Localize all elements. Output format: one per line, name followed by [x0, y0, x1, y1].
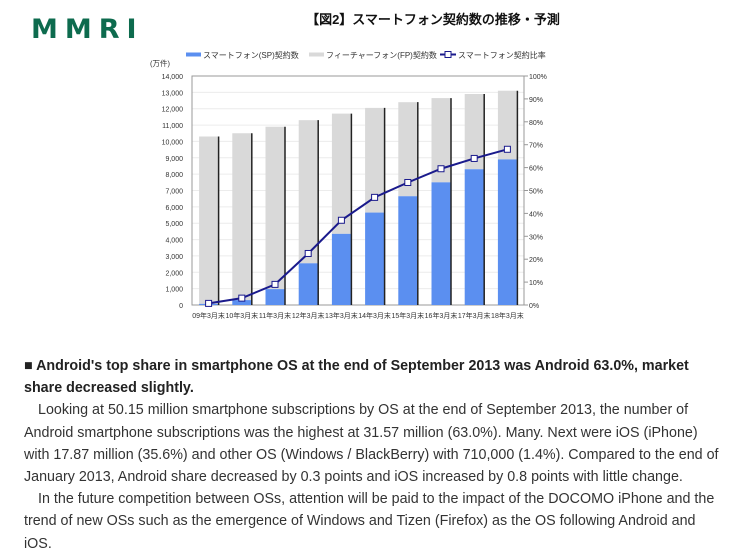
bar-fp [232, 133, 252, 301]
x-tick-label: 12年3月末 [292, 311, 325, 320]
y-tick-label: 2,000 [165, 270, 183, 277]
y-tick-label: 0 [179, 303, 183, 310]
bar-sp [497, 159, 517, 305]
x-tick-label: 10年3月末 [225, 311, 258, 320]
bar-fp [431, 98, 451, 183]
bar-fp [265, 126, 285, 290]
x-tick-label: 13年3月末 [325, 311, 358, 320]
bar-fp [497, 90, 517, 160]
y-tick-label: 3,000 [165, 254, 183, 261]
bar-sp [464, 169, 484, 305]
ratio-marker [503, 145, 511, 153]
article-paragraph-2: In the future competition between OSs, a… [24, 491, 715, 552]
y-tick-label: 13,000 [162, 90, 184, 97]
y2-tick-label: 80% [529, 120, 543, 127]
ratio-marker [437, 165, 445, 173]
mmri-logo: MMRI [31, 14, 144, 45]
x-tick-label: 16年3月末 [425, 311, 458, 320]
article-headline: ■ Android's top share in smartphone OS a… [24, 358, 689, 397]
y-tick-label: 7,000 [165, 189, 183, 196]
y2-tick-label: 60% [529, 166, 543, 173]
x-tick-label: 09年3月末 [192, 311, 225, 320]
y-tick-label: 8,000 [165, 172, 183, 179]
ratio-marker [304, 249, 312, 257]
bar-fp [365, 107, 385, 213]
y-tick-label: 5,000 [165, 221, 183, 228]
bar-sp [232, 300, 252, 305]
y-tick-label: 6,000 [165, 205, 183, 212]
bar-sp [265, 289, 285, 305]
y-tick-label: 4,000 [165, 238, 183, 245]
ratio-marker [371, 193, 379, 201]
legend-ratio-marker [444, 51, 452, 58]
y-tick-label: 14,000 [162, 74, 184, 81]
y2-tick-label: 30% [529, 234, 543, 241]
ratio-marker [205, 299, 213, 307]
legend-fp-label: フィーチャーフォン(FP)契約数 [326, 50, 437, 60]
bar-sp [365, 212, 385, 305]
y-unit-label: (万件) [150, 58, 170, 68]
ratio-marker [238, 294, 246, 302]
chart-title: 【図2】スマートフォン契約数の推移・予測 [306, 12, 560, 27]
subscription-chart: (万件) スマートフォン(SP)契約数 フィーチャーフォン(FP)契約数 スマートフォ… [150, 50, 547, 320]
ratio-marker [470, 154, 478, 162]
legend-ratio-label: スマートフォン契約比率 [458, 50, 546, 60]
article: ■ Android's top share in smartphone OS a… [24, 355, 724, 555]
bar-sp [331, 233, 351, 305]
y-tick-label: 10,000 [162, 139, 184, 146]
x-tick-label: 11年3月末 [259, 311, 291, 320]
bar-fp [398, 102, 418, 197]
y2-tick-label: 100% [529, 74, 547, 81]
y2-tick-label: 90% [529, 97, 543, 104]
legend-sp-swatch [186, 52, 201, 57]
y-tick-label: 11,000 [162, 123, 183, 130]
x-tick-label: 15年3月末 [391, 311, 424, 320]
bar-fp [464, 93, 484, 170]
y2-tick-label: 0% [529, 303, 539, 310]
x-tick-label: 18年3月末 [491, 311, 524, 320]
bar-sp [398, 196, 418, 305]
legend-sp-label: スマートフォン(SP)契約数 [203, 50, 299, 60]
y2-tick-label: 20% [529, 257, 543, 264]
ratio-marker [404, 178, 412, 186]
y-tick-label: 9,000 [165, 156, 183, 163]
y2-tick-label: 70% [529, 143, 543, 150]
bar-sp [431, 182, 451, 305]
y2-tick-label: 10% [529, 280, 543, 287]
y2-tick-label: 50% [529, 189, 543, 196]
bar-fp [331, 113, 351, 234]
x-tick-label: 17年3月末 [458, 311, 491, 320]
bar-fp [199, 136, 219, 304]
y2-tick-label: 40% [529, 211, 543, 218]
x-tick-label: 14年3月末 [358, 311, 391, 320]
bar-fp [298, 120, 318, 264]
bar-sp [298, 263, 318, 305]
ratio-marker [337, 216, 345, 224]
ratio-marker [271, 280, 279, 288]
legend-fp-swatch [309, 52, 324, 57]
article-paragraph-1: Looking at 50.15 million smartphone subs… [24, 402, 719, 486]
y-tick-label: 1,000 [165, 287, 183, 294]
ratio-line [208, 148, 508, 305]
y-tick-label: 12,000 [162, 107, 184, 114]
